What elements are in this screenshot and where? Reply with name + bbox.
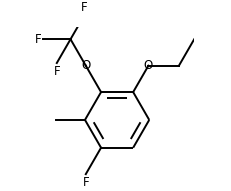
Text: O: O (81, 59, 90, 72)
Text: O: O (144, 59, 153, 72)
Text: F: F (81, 1, 88, 14)
Text: F: F (82, 176, 89, 189)
Text: F: F (54, 65, 60, 78)
Text: F: F (35, 33, 42, 46)
